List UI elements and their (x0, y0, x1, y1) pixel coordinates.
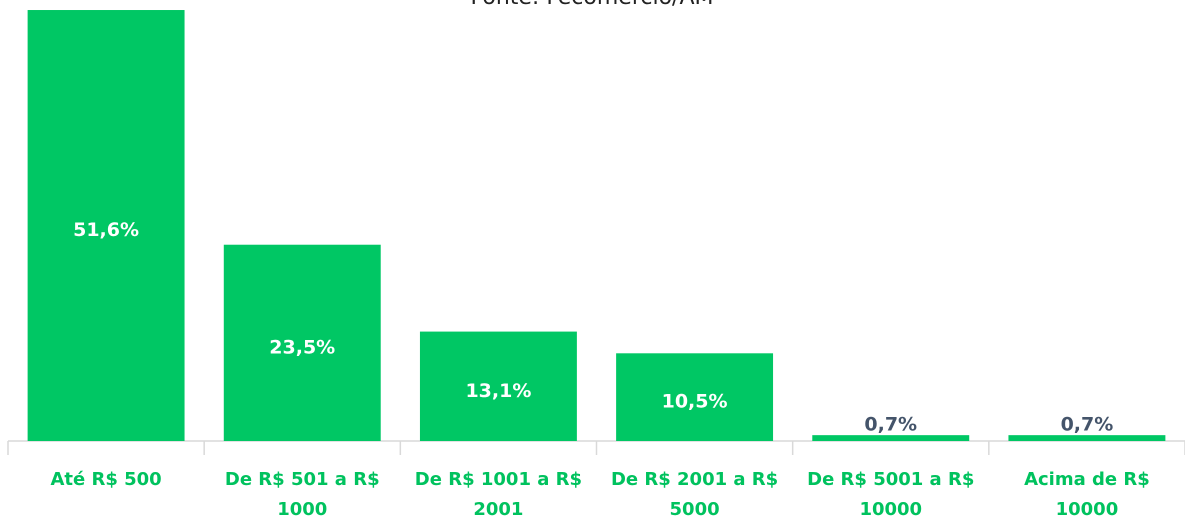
bar (27, 10, 185, 441)
x-tick-label: De R$ 501 a R$ 1000 (225, 469, 380, 520)
x-tick-label: De R$ 5001 a R$ 10000 (807, 469, 974, 520)
x-tick-label-line: Acima de R$ (1024, 469, 1150, 490)
x-tick-label: De R$ 2001 a R$ 5000 (611, 469, 778, 520)
value-label: 51,6% (73, 219, 139, 241)
value-label: 10,5% (662, 391, 728, 413)
value-label: 0,7% (1061, 414, 1114, 436)
bar (223, 244, 381, 441)
x-tick-label-line: 2001 (473, 499, 523, 520)
bar (616, 353, 774, 441)
x-tick-label-line: De R$ 501 a R$ (225, 469, 380, 490)
bar (812, 435, 970, 441)
value-label: 0,7% (864, 414, 917, 436)
chart-title: Fonte: Fecomércio/AM (470, 0, 713, 10)
value-label: 23,5% (269, 336, 335, 358)
x-tick-label-line: De R$ 2001 a R$ (611, 469, 778, 490)
bar (1008, 435, 1166, 441)
value-label: 13,1% (465, 380, 531, 402)
x-tick-label: De R$ 1001 a R$ 2001 (415, 469, 582, 520)
x-tick-label-line: 5000 (670, 499, 720, 520)
x-tick-label: Até R$ 500 (50, 469, 161, 490)
x-tick-label-line: 10000 (1056, 499, 1119, 520)
x-tick-label-line: Até R$ 500 (50, 469, 161, 490)
bar (419, 331, 577, 441)
x-tick-label-line: De R$ 5001 a R$ (807, 469, 974, 490)
x-tick-label-line: 10000 (859, 499, 922, 520)
x-tick-label-line: 1000 (277, 499, 327, 520)
x-tick-label-line: De R$ 1001 a R$ (415, 469, 582, 490)
x-tick-label: Acima de R$ 10000 (1024, 469, 1150, 520)
